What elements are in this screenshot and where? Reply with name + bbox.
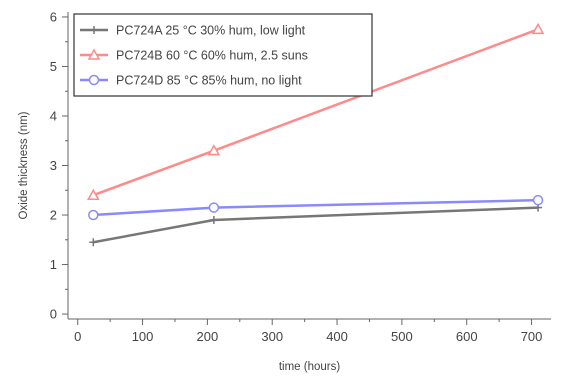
- y-tick-label: 4: [50, 108, 57, 123]
- y-axis-label: Oxide thickness (nm): [18, 111, 30, 219]
- legend: PC724A 25 °C 30% hum, low light PC724B 60…: [73, 13, 373, 97]
- y-tick-label: 6: [50, 9, 57, 24]
- x-tick-label: 0: [74, 329, 81, 344]
- legend-label: PC724B 60 °C 60% hum, 2.5 suns: [116, 49, 308, 63]
- series-lines: [87, 22, 545, 247]
- y-tick-label: 5: [50, 59, 57, 74]
- legend-marker: [87, 48, 101, 60]
- series-line: [93, 198, 539, 217]
- data-point: [207, 144, 221, 156]
- legend-box: [73, 13, 373, 97]
- x-tick-label: 600: [456, 329, 478, 344]
- y-tick-label: 2: [50, 208, 57, 223]
- data-point: [87, 188, 100, 200]
- data-point: [209, 215, 218, 224]
- x-tick-label: 300: [261, 329, 283, 344]
- legend-label: PC724D 85 °C 85% hum, no light: [116, 74, 302, 88]
- data-point: [89, 238, 98, 247]
- axes: 0 100 200 300 400 500 600 700 0 1 2 3 4 5 6 time (hours…: [18, 9, 551, 373]
- data-point: [88, 209, 99, 221]
- y-tick-label: 3: [50, 158, 57, 173]
- legend-marker: [90, 26, 98, 34]
- x-tick-label: 200: [197, 329, 219, 344]
- y-tick-label: 0: [50, 307, 57, 322]
- x-tick-label: 100: [132, 329, 154, 344]
- legend-label: PC724A 25 °C 30% hum, low light: [116, 24, 306, 38]
- x-tick-label: 700: [521, 329, 543, 344]
- x-tick-label: 400: [326, 329, 348, 344]
- x-tick-label: 500: [391, 329, 413, 344]
- data-point: [532, 194, 544, 206]
- data-point: [208, 202, 220, 213]
- legend-marker: [88, 74, 100, 86]
- data-point: [531, 22, 545, 35]
- series-line: [93, 206, 539, 244]
- x-axis-label: time (hours): [279, 361, 341, 373]
- y-tick-label: 1: [50, 257, 57, 272]
